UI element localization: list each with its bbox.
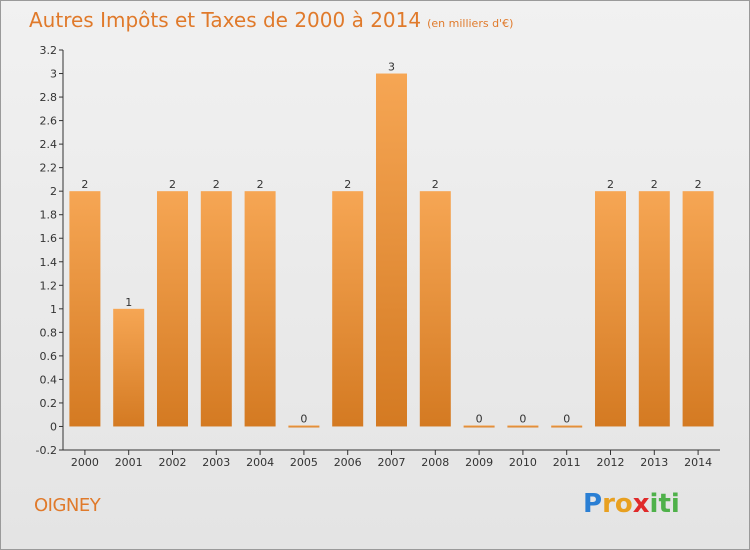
x-tick-label: 2014 <box>684 456 712 469</box>
logo-letter: i <box>670 489 680 519</box>
bar <box>244 191 276 427</box>
bar <box>551 425 583 428</box>
chart-title: Autres Impôts et Taxes de 2000 à 2014 (en… <box>29 8 513 32</box>
y-tick-label: 2.2 <box>40 162 58 175</box>
bar <box>595 191 626 427</box>
logo-letter: P <box>583 489 603 519</box>
bar <box>507 425 539 428</box>
data-label: 3 <box>388 61 395 74</box>
y-tick-label: 0.4 <box>40 373 58 386</box>
bar <box>113 308 145 427</box>
data-label: 0 <box>519 412 526 425</box>
y-tick-label: 1.2 <box>40 279 58 292</box>
data-label: 0 <box>476 412 483 425</box>
x-tick-label: 2003 <box>202 456 230 469</box>
title-text: Autres Impôts et Taxes de 2000 à 2014 <box>29 8 422 32</box>
x-tick-label: 2004 <box>246 456 274 469</box>
x-tick-label: 2008 <box>421 456 449 469</box>
y-tick-label: 2.8 <box>40 91 58 104</box>
x-tick-label: 2013 <box>640 456 668 469</box>
y-tick-label: 0.6 <box>40 350 58 363</box>
bar <box>376 73 407 427</box>
data-label: 2 <box>257 178 264 191</box>
bars <box>69 73 714 428</box>
bar <box>157 191 188 427</box>
data-label: 2 <box>695 178 702 191</box>
logo-letter: i <box>649 489 659 519</box>
bar <box>463 425 495 428</box>
y-tick-label: 2 <box>50 185 57 198</box>
data-label: 2 <box>344 178 351 191</box>
x-tick-label: 2009 <box>465 456 493 469</box>
logo-letter: x <box>632 489 650 519</box>
y-tick-label: 2.4 <box>40 138 58 151</box>
data-label: 2 <box>432 178 439 191</box>
y-tick-label: 3 <box>50 68 57 81</box>
bar <box>69 191 101 427</box>
x-tick-label: 2012 <box>597 456 625 469</box>
y-tick-label: 1.8 <box>40 209 58 222</box>
y-tick-label: 1.4 <box>40 256 58 269</box>
bar <box>332 191 364 427</box>
x-tick-label: 2000 <box>71 456 99 469</box>
data-label: 1 <box>125 296 132 309</box>
chart-subtitle: (en milliers d'€) <box>427 17 514 30</box>
data-labels: 2 1 2 2 2 0 2 3 2 0 0 0 2 2 2 <box>81 61 701 426</box>
y-tick-label: 0 <box>50 420 57 433</box>
x-tick-label: 2002 <box>159 456 187 469</box>
bar <box>682 191 714 427</box>
bar <box>200 191 232 427</box>
axes: -0.2 0 0.2 0.4 0.6 0.8 1 1.2 1.4 1.6 1.8 2 2.2 2.4 2.6… <box>36 44 720 469</box>
y-tick-label: 1 <box>50 303 57 316</box>
logo-letter: o <box>614 489 633 519</box>
data-label: 2 <box>213 178 220 191</box>
data-label: 2 <box>651 178 658 191</box>
data-label: 0 <box>563 412 570 425</box>
y-tick-label: 0.2 <box>40 397 58 410</box>
y-tick-label: -0.2 <box>36 444 57 457</box>
bar <box>638 191 670 427</box>
x-tick-label: 2006 <box>334 456 362 469</box>
x-tick-label: 2007 <box>378 456 406 469</box>
data-label: 0 <box>300 412 307 425</box>
data-label: 2 <box>169 178 176 191</box>
data-label: 2 <box>607 178 614 191</box>
commune-name: OIGNEY <box>34 495 101 516</box>
x-tick-label: 2005 <box>290 456 318 469</box>
bar <box>419 191 451 427</box>
y-tick-label: 1.6 <box>40 232 58 245</box>
x-tick-label: 2010 <box>509 456 537 469</box>
x-tick-label: 2001 <box>115 456 143 469</box>
data-label: 2 <box>81 178 88 191</box>
bar <box>288 425 320 428</box>
proxiti-logo: Proxiti <box>583 489 680 519</box>
logo-letter: r <box>602 489 615 519</box>
y-tick-label: 0.8 <box>40 326 58 339</box>
logo-letter: t <box>658 489 671 519</box>
x-tick-label: 2011 <box>553 456 581 469</box>
y-tick-label: 2.6 <box>40 115 58 128</box>
y-tick-label: 3.2 <box>40 44 58 57</box>
